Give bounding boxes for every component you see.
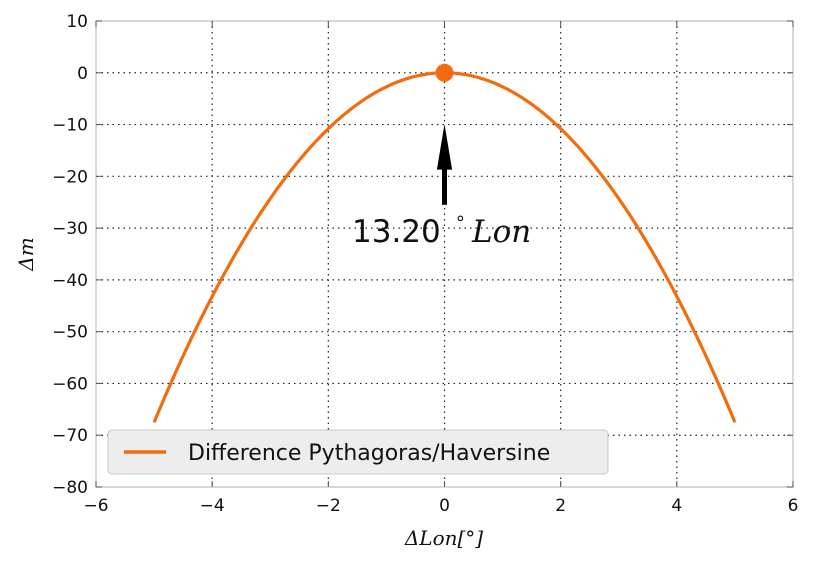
y-tick-label: −50 [52, 323, 88, 343]
y-axis-label: Δm [14, 237, 38, 271]
annotation-number: 13.20 [352, 214, 441, 250]
y-tick-labels: 10 0 −10 −20 −30 −40 −50 −60 −70 −80 [52, 12, 88, 498]
x-tick-label: 6 [788, 496, 799, 516]
annotation-degree: ∘ [455, 208, 466, 229]
x-tick-label: −2 [316, 496, 341, 516]
y-tick-label: 0 [77, 64, 88, 84]
legend-label: Difference Pythagoras/Haversine [188, 441, 550, 466]
legend: Difference Pythagoras/Haversine [107, 429, 609, 475]
y-tick-label: −80 [52, 478, 88, 498]
y-tick-label: −10 [52, 116, 88, 136]
y-tick-label: −60 [52, 374, 88, 394]
y-tick-label: −20 [52, 167, 88, 187]
x-tick-label: −4 [200, 496, 225, 516]
annotation-arrow [436, 127, 453, 205]
annotation-text: 13.20 ∘ Lon [352, 208, 531, 250]
peak-marker [435, 63, 454, 82]
y-tick-label: −30 [52, 219, 88, 239]
x-tick-label: 2 [555, 496, 566, 516]
x-tick-label: −6 [83, 496, 108, 516]
grid [96, 21, 793, 487]
annotation-arrow-head [436, 127, 453, 170]
legend-box [107, 429, 609, 475]
x-tick-label: 4 [671, 496, 682, 516]
x-axis-label: ΔLon[°] [404, 526, 483, 550]
ticks [95, 20, 794, 488]
y-tick-label: 10 [66, 12, 88, 32]
y-tick-label: −70 [52, 426, 88, 446]
x-tick-label: 0 [439, 496, 450, 516]
y-tick-label: −40 [52, 271, 88, 291]
x-tick-labels: −6 −4 −2 0 2 4 6 [83, 496, 798, 516]
annotation-unit: Lon [471, 214, 531, 250]
